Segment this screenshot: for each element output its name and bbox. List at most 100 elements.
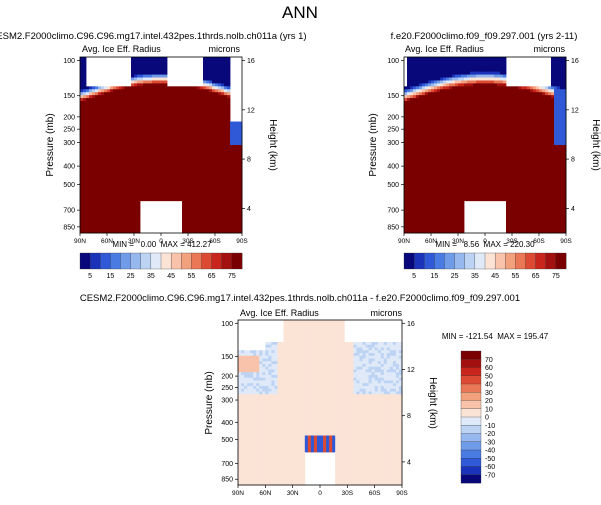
panel-1-cell bbox=[152, 68, 156, 73]
panel-1-cell bbox=[179, 180, 183, 184]
panel-1-cell bbox=[182, 136, 186, 140]
panel-2-cell bbox=[503, 124, 507, 128]
panel-2-cell bbox=[464, 95, 468, 99]
panel-2-cell bbox=[539, 147, 543, 152]
panel-2-cell bbox=[416, 183, 420, 187]
panel-1-cell bbox=[116, 112, 120, 117]
panel-2-cell bbox=[500, 142, 504, 146]
panel-1-cell bbox=[83, 77, 87, 81]
panel-1-cell bbox=[125, 200, 129, 205]
panel-2-cell bbox=[554, 92, 558, 96]
panel-1-cell bbox=[176, 156, 180, 161]
panel-2-cell bbox=[563, 106, 567, 111]
panel-1-cell bbox=[92, 171, 96, 175]
panel-1-cell bbox=[164, 159, 168, 163]
panel-1-cell bbox=[83, 65, 87, 70]
panel-1-height-tick-label: 8 bbox=[247, 157, 251, 164]
panel-1-cell bbox=[221, 180, 225, 184]
panel-1-cell bbox=[200, 112, 204, 117]
panel-1-cell bbox=[80, 200, 84, 205]
panel-1-cell bbox=[221, 168, 225, 172]
panel-2-cell bbox=[446, 115, 450, 119]
panel-2-cell bbox=[545, 150, 549, 155]
panel-1-cell bbox=[188, 89, 192, 93]
panel-1-cell bbox=[206, 153, 210, 158]
panel-2-cell bbox=[458, 147, 462, 152]
panel-1-cell bbox=[80, 98, 84, 102]
panel-1-cell bbox=[161, 80, 165, 84]
panel-2-cell bbox=[497, 59, 501, 64]
panel-1-cell bbox=[209, 124, 213, 128]
panel-1-cell bbox=[176, 139, 180, 143]
panel-1-cell bbox=[152, 77, 156, 81]
panel-2-cell bbox=[488, 156, 492, 161]
panel-1-cell bbox=[152, 89, 156, 93]
panel-2-cell bbox=[419, 77, 423, 81]
panel-2-cell bbox=[443, 124, 447, 128]
panel-1-cell bbox=[206, 159, 210, 163]
panel-2-cell bbox=[515, 86, 519, 90]
panel-1-cell bbox=[116, 139, 120, 143]
panel-1-cell bbox=[170, 118, 174, 122]
panel-2-cell bbox=[428, 98, 432, 102]
panel-2-cell bbox=[497, 136, 501, 140]
panel-1-cell bbox=[107, 194, 111, 199]
panel-1-cell bbox=[119, 86, 123, 90]
panel-1-cell bbox=[206, 95, 210, 99]
panel-1-cell bbox=[233, 147, 237, 152]
panel-1-cell bbox=[164, 147, 168, 152]
panel-2-cell bbox=[473, 115, 477, 119]
panel-2-cell bbox=[404, 95, 408, 99]
panel-1-cell bbox=[107, 212, 111, 216]
panel-1-cell bbox=[143, 186, 147, 190]
panel-2-cell bbox=[452, 127, 456, 131]
panel-1-cell bbox=[89, 98, 93, 102]
panel-2-cell bbox=[551, 106, 555, 111]
panel-2-cell bbox=[422, 124, 426, 128]
panel-1-cell bbox=[92, 203, 96, 207]
panel-1-cell bbox=[134, 83, 138, 87]
panel-1-cell bbox=[227, 118, 231, 122]
panel-1-pressure-tick-label: 200 bbox=[63, 114, 75, 121]
panel-2-cell bbox=[446, 177, 450, 181]
panel-2-cell bbox=[422, 147, 426, 152]
panel-1-cell bbox=[86, 98, 90, 102]
panel-1-cell bbox=[164, 92, 168, 96]
panel-2-cell bbox=[476, 180, 480, 184]
panel-1-cell bbox=[233, 218, 237, 222]
panel-2-cell bbox=[557, 95, 561, 99]
panel-2-cell bbox=[431, 112, 435, 117]
panel-2-cell bbox=[524, 101, 528, 105]
panel-1-cell bbox=[167, 118, 171, 122]
panel-2-cell bbox=[533, 127, 537, 131]
panel-1-cell bbox=[206, 118, 210, 122]
panel-1-pressure-tick-label: 700 bbox=[63, 208, 75, 215]
panel-2-cell bbox=[554, 68, 558, 73]
panel-1-cell bbox=[125, 139, 129, 143]
panel-2-cell bbox=[506, 147, 510, 152]
panel-1-cell bbox=[146, 127, 150, 131]
panel-2-cell bbox=[500, 77, 504, 81]
panel-1-cell bbox=[95, 109, 99, 114]
panel-2-cell bbox=[473, 147, 477, 152]
panel-1-cell bbox=[158, 121, 162, 125]
panel-2-cell bbox=[452, 57, 456, 61]
panel-2-cell bbox=[479, 139, 483, 143]
panel-1-cell bbox=[137, 65, 141, 70]
panel-1-cell bbox=[98, 103, 102, 108]
panel-2-cell bbox=[449, 115, 453, 119]
panel-1-cell bbox=[92, 186, 96, 190]
panel-1-cell bbox=[83, 145, 87, 149]
panel-1-cell bbox=[119, 115, 123, 119]
panel-1-cell bbox=[110, 89, 114, 93]
panel-2-cell bbox=[545, 118, 549, 122]
panel-1-cell bbox=[89, 121, 93, 125]
panel-1-cell bbox=[182, 156, 186, 161]
panel-2-cell bbox=[497, 153, 501, 158]
panel-2-cell bbox=[527, 168, 531, 172]
panel-2-cell bbox=[467, 168, 471, 172]
panel-2-cell bbox=[440, 165, 444, 169]
panel-2-cell bbox=[497, 174, 501, 178]
panel-1-cell bbox=[188, 139, 192, 143]
panel-1-cell bbox=[215, 150, 219, 155]
